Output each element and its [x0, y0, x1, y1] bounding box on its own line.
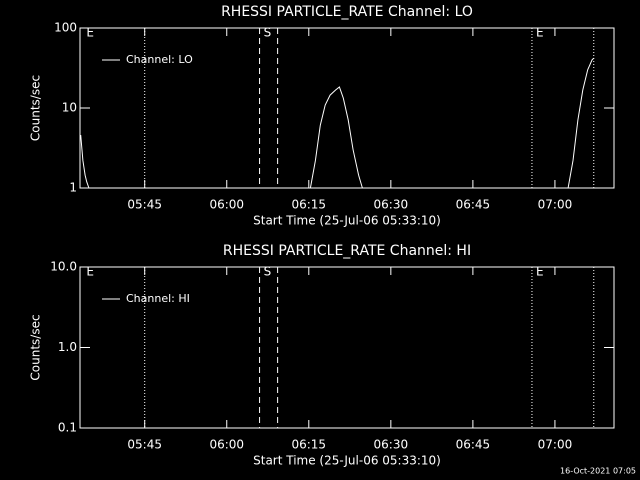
y-tick-label: 100: [54, 21, 77, 35]
marker-label: E: [536, 265, 544, 279]
x-tick-label: 06:15: [291, 198, 326, 212]
y-tick-label: 10.0: [50, 260, 77, 274]
y-tick-label: 0.1: [58, 421, 77, 435]
x-tick-label: 06:00: [209, 198, 244, 212]
x-tick-label: 07:00: [538, 438, 573, 452]
data-line: [80, 57, 595, 189]
marker-label: E: [86, 265, 94, 279]
x-tick-label: 06:30: [374, 198, 409, 212]
x-tick-label: 05:45: [127, 198, 162, 212]
plot-frame: [79, 27, 615, 189]
y-axis-label: Counts/sec: [29, 75, 43, 141]
marker-label: E: [536, 26, 544, 40]
x-tick-label: 06:45: [456, 198, 491, 212]
y-tick-label: 10: [62, 101, 77, 115]
marker-label: E: [86, 26, 94, 40]
timestamp: 16-Oct-2021 07:05: [560, 467, 636, 476]
x-tick-label: 06:15: [291, 438, 326, 452]
y-tick-label: 1.0: [58, 340, 77, 354]
y-axis-label: Counts/sec: [29, 314, 43, 380]
marker-label: S: [264, 265, 272, 279]
chart-title: RHESSI PARTICLE_RATE Channel: LO: [221, 4, 473, 20]
x-tick-label: 07:00: [538, 198, 573, 212]
y-tick-label: 1: [69, 181, 77, 195]
x-tick-label: 06:30: [374, 438, 409, 452]
legend-label: Channel: HI: [126, 292, 190, 305]
legend-label: Channel: LO: [126, 53, 193, 66]
x-tick-label: 06:45: [456, 438, 491, 452]
chart-title: RHESSI PARTICLE_RATE Channel: HI: [223, 243, 471, 259]
x-axis-label: Start Time (25-Jul-06 05:33:10): [253, 454, 441, 468]
x-axis-label: Start Time (25-Jul-06 05:33:10): [253, 214, 441, 228]
marker-label: S: [264, 26, 272, 40]
x-tick-label: 06:00: [209, 438, 244, 452]
x-tick-label: 05:45: [127, 438, 162, 452]
